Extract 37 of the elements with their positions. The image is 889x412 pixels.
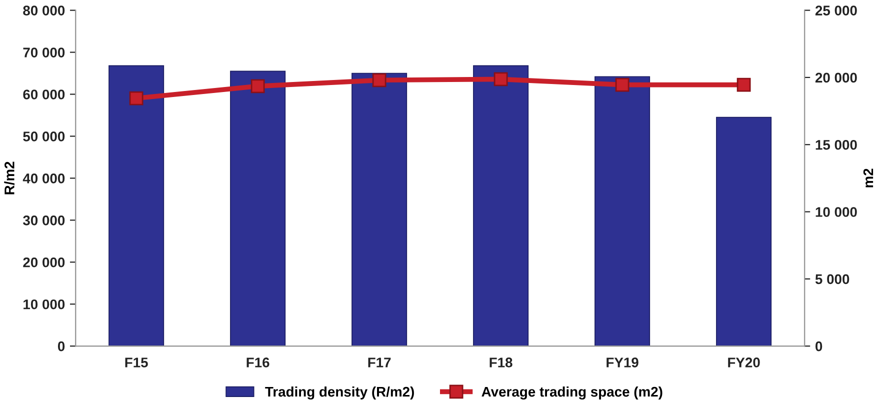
y2-tick-label: 10 000 <box>816 207 857 217</box>
y2-tick-label: 20 000 <box>815 72 857 83</box>
bar <box>230 70 286 346</box>
point <box>250 79 265 94</box>
legend-label: Average trading space (m2) <box>482 386 662 400</box>
bar <box>594 76 650 346</box>
x-tick-label: F17 <box>368 358 391 368</box>
y-tick-label: 40 000 <box>22 174 65 184</box>
y2-tick-label: 0 <box>816 341 822 352</box>
legend-label: Trading density (R/m2) <box>265 386 414 400</box>
x-tick-label: FY20 <box>728 358 760 368</box>
y2-tick-label: 15 000 <box>816 140 857 150</box>
y2-axis-title: m2 <box>863 168 874 188</box>
y-tick-label: 10 000 <box>24 299 65 310</box>
point <box>615 78 630 92</box>
x-tick-label: F16 <box>246 358 270 368</box>
y-tick-label: 0 <box>58 341 65 352</box>
bar <box>473 65 529 346</box>
y-tick-label: 80 000 <box>23 6 65 16</box>
bar <box>108 65 164 346</box>
y-tick-label: 60 000 <box>23 90 65 100</box>
bar <box>352 72 408 346</box>
y-axis-title: R/m2 <box>4 162 15 194</box>
y2-tick-label: 25 000 <box>815 6 857 16</box>
point <box>494 72 508 86</box>
y2-tick-label: 5 000 <box>815 274 850 284</box>
y-tick-label: 50 000 <box>23 132 65 142</box>
x-tick-label: F15 <box>125 358 148 368</box>
bar <box>716 116 772 346</box>
point <box>372 73 386 88</box>
y-tick-label: 30 000 <box>22 215 65 226</box>
point <box>736 78 751 92</box>
y-tick-label: 70 000 <box>23 48 65 58</box>
y-tick-label: 20 000 <box>23 257 65 268</box>
x-tick-label: F18 <box>490 358 512 368</box>
point <box>129 91 144 106</box>
x-tick-label: FY19 <box>606 358 638 368</box>
